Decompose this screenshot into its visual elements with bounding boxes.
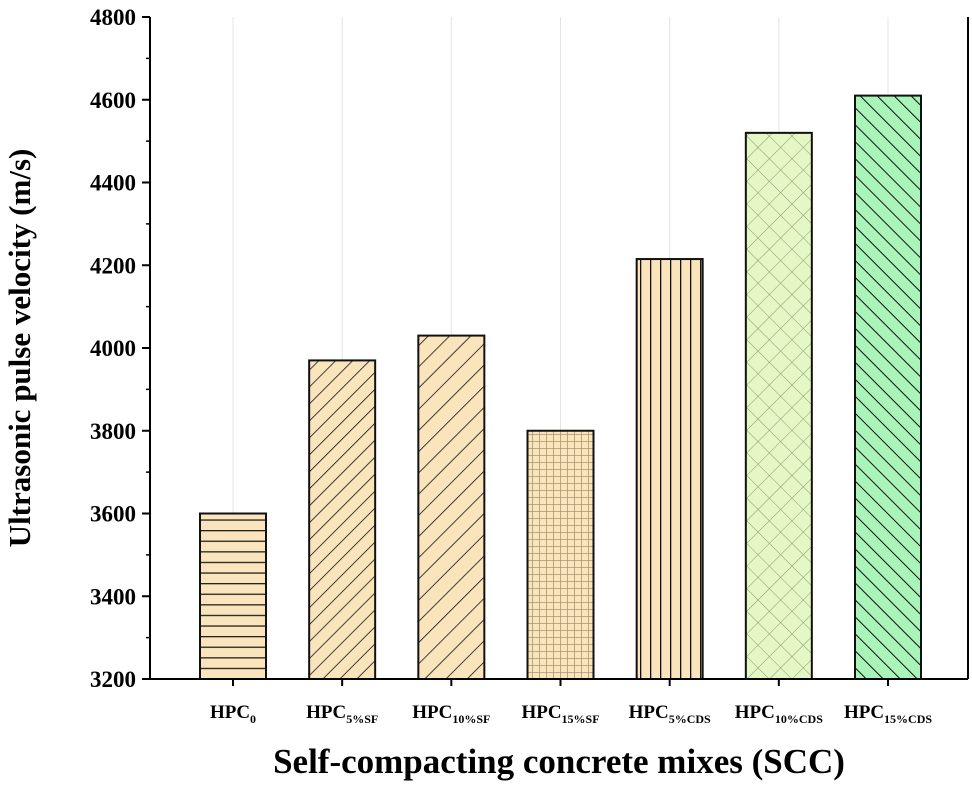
bars bbox=[199, 94, 922, 681]
y-tick-label: 4200 bbox=[90, 253, 136, 278]
x-axis-label: Self-compacting concrete mixes (SCC) bbox=[273, 742, 845, 781]
bar-10%SF bbox=[417, 334, 486, 680]
bar-15%SF bbox=[526, 429, 595, 680]
y-tick-label: 3600 bbox=[90, 502, 136, 527]
y-tick-label: 4400 bbox=[90, 171, 136, 196]
y-tick-label: 3200 bbox=[90, 667, 136, 692]
y-tick-label: 4600 bbox=[90, 88, 136, 113]
bar-10%CDS bbox=[744, 131, 813, 681]
x-tick-label: HPC10%SF bbox=[412, 702, 490, 726]
bar-0 bbox=[199, 512, 267, 680]
x-ticks: HPC0 HPC5%SF HPC10%SF HPC15%SF HPC5%CDS HPC10… bbox=[210, 679, 932, 726]
y-tick-label: 3400 bbox=[90, 584, 136, 609]
x-tick-label: HPC5%CDS bbox=[629, 702, 711, 726]
x-tick-label: HPC5%SF bbox=[306, 702, 378, 726]
bar-5%SF bbox=[308, 359, 377, 680]
x-tick-label: HPC15%SF bbox=[521, 702, 599, 726]
x-tick-label: HPC15%CDS bbox=[844, 702, 932, 726]
bar-15%CDS bbox=[854, 94, 922, 681]
y-ticks: 3200 3400 3600 3800 4000 4200 4400 4600 4800 bbox=[90, 5, 150, 692]
y-tick-label: 4800 bbox=[90, 5, 136, 30]
y-tick-label: 3800 bbox=[90, 419, 136, 444]
x-tick-label: HPC0 bbox=[210, 702, 256, 726]
bar-5%CDS bbox=[635, 258, 704, 680]
y-axis-label: Ultrasonic pulse velocity (m/s) bbox=[2, 149, 37, 548]
x-tick-label: HPC10%CDS bbox=[735, 702, 823, 726]
y-tick-label: 4000 bbox=[90, 336, 136, 361]
